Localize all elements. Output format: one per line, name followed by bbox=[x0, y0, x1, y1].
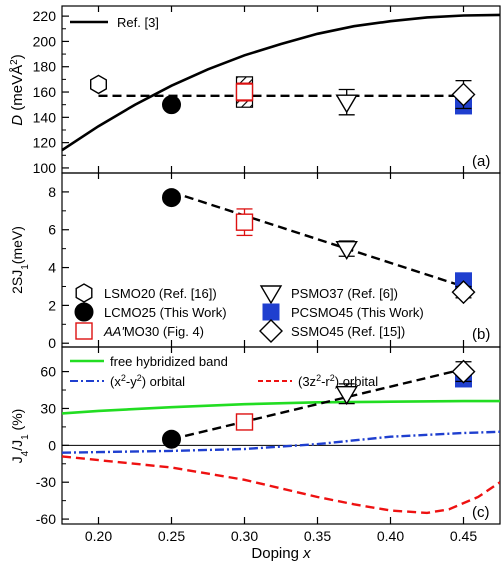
panel-b-frame bbox=[61, 172, 501, 348]
panel-c: -60 -30 0 30 60 J4/J1 (%) (c) free hybridize… bbox=[9, 346, 501, 527]
legend-marker-square-open bbox=[75, 322, 93, 340]
panel-a-point-square-open bbox=[235, 83, 254, 101]
panel-a-ytick-label: 220 bbox=[33, 8, 57, 24]
panel-c-series-line-1 bbox=[62, 430, 500, 454]
legend-label: PCSMO45 (This Work) bbox=[291, 305, 424, 320]
legend-marker-diamond-open bbox=[259, 319, 283, 343]
panel-a-point-triangle-down-open bbox=[335, 94, 358, 114]
panel-a: 100 120 140 160 180 200 220 D (meVÅ2) (a) Ref.… bbox=[9, 5, 501, 176]
legend-entry: AA'MO30 (Fig. 4) bbox=[75, 322, 204, 340]
x-axis: 0.20 0.25 0.30 0.35 0.40 0.45 bbox=[85, 528, 477, 544]
panel-c-ytick-label: 60 bbox=[40, 364, 56, 380]
legend-entry: PSMO37 (Ref. [6]) bbox=[259, 285, 398, 305]
panel-b-ytick-label: 6 bbox=[48, 222, 56, 238]
x-tick-label: 0.45 bbox=[450, 528, 477, 544]
legend-label: SSMO45 (Ref. [15]) bbox=[291, 324, 405, 339]
legend-label: PSMO37 (Ref. [6]) bbox=[291, 286, 398, 301]
panel-c-series-line-0 bbox=[62, 399, 500, 415]
panel-a-point-diamond-open bbox=[451, 82, 476, 107]
panel-b-series-line-0 bbox=[171, 190, 464, 288]
panel-a-ytick-label: 100 bbox=[33, 160, 57, 176]
legend-marker-circle-filled bbox=[74, 302, 94, 322]
panel-c-point-square-open bbox=[235, 413, 254, 431]
legend-entry: PCSMO45 (This Work) bbox=[262, 303, 424, 321]
panel-a-frame bbox=[61, 5, 501, 174]
x-tick-label: 0.35 bbox=[304, 528, 331, 544]
panel-b-ytick-label: 4 bbox=[48, 260, 56, 276]
panel-a-series-line-0 bbox=[62, 13, 500, 152]
legend-ref3-label: Ref. [3] bbox=[117, 15, 159, 30]
panel-c-label: (c) bbox=[472, 504, 490, 521]
panel-b-point-diamond-open bbox=[451, 280, 476, 305]
legend-entry: LCMO25 (This Work) bbox=[74, 302, 227, 322]
panel-c-point-circle-filled bbox=[162, 429, 181, 449]
panel-a-label: (a) bbox=[472, 153, 490, 170]
panel-b-point-triangle-down-open bbox=[335, 240, 358, 261]
legend-entry: LSMO20 (Ref. [16]) bbox=[75, 283, 217, 303]
panel-c-point-diamond-open bbox=[451, 359, 476, 384]
legend-label: AA'MO30 (Fig. 4) bbox=[103, 324, 204, 339]
panel-b-point-circle-filled bbox=[162, 188, 181, 208]
panel-a-ytick-label: 120 bbox=[33, 135, 57, 151]
x-tick-label: 0.30 bbox=[231, 528, 258, 544]
panel-b-ytick-label: 0 bbox=[48, 335, 56, 351]
legend-free-band-label: free hybridized band bbox=[110, 354, 228, 369]
panel-a-point-circle-filled bbox=[162, 95, 181, 115]
panel-c-ytick-label: 0 bbox=[48, 437, 56, 453]
legend-3z2r2-label: (3z2-r2) orbital bbox=[298, 373, 378, 389]
legend-marker-hexagon-open bbox=[75, 283, 93, 303]
panel-a-point-hexagon-open bbox=[89, 74, 108, 95]
x-tick-label: 0.20 bbox=[85, 528, 112, 544]
legend-label: LCMO25 (This Work) bbox=[104, 305, 227, 320]
panel-b-ytick-label: 8 bbox=[48, 184, 56, 200]
x-tick-label: 0.25 bbox=[158, 528, 185, 544]
panel-c-series-line-3 bbox=[171, 367, 464, 441]
panel-b-ytick-label: 2 bbox=[48, 297, 56, 313]
panel-c-ytick-label: 30 bbox=[40, 400, 56, 416]
panel-c-ylabel: J4/J1 (%) bbox=[9, 409, 31, 464]
panel-a-ytick-label: 140 bbox=[33, 109, 57, 125]
panel-a-ytick-label: 180 bbox=[33, 59, 57, 75]
panel-b: 0 2 4 6 8 2SJ1(meV) (b) LSMO20 (Ref. [16]) LC… bbox=[9, 172, 501, 351]
panel-a-ytick-label: 200 bbox=[33, 33, 57, 49]
x-tick-label: 0.40 bbox=[377, 528, 404, 544]
x-axis-label: Doping x bbox=[251, 545, 311, 562]
panel-c-ytick-label: -60 bbox=[36, 511, 56, 527]
legend-entry: SSMO45 (Ref. [15]) bbox=[259, 319, 405, 343]
legend-marker-triangle-down-open bbox=[259, 285, 283, 305]
legend-marker-square-filled bbox=[262, 303, 280, 321]
panel-c-frame bbox=[61, 346, 501, 525]
marker-legend: LSMO20 (Ref. [16]) LCMO25 (This Work) AA'M… bbox=[74, 283, 424, 343]
panel-c-point-triangle-down-open bbox=[335, 386, 358, 406]
panel-c-ytick-label: -30 bbox=[36, 474, 56, 490]
panel-c-series-line-2 bbox=[62, 455, 500, 515]
legend-x2y2-label: (x2-y2) orbital bbox=[110, 373, 185, 389]
panel-a-ytick-label: 160 bbox=[33, 84, 57, 100]
panel-b-label: (b) bbox=[472, 326, 490, 343]
panel-b-point-square-open bbox=[235, 213, 254, 231]
panel-a-ylabel: D (meVÅ2) bbox=[9, 54, 27, 125]
legend-label: LSMO20 (Ref. [16]) bbox=[104, 286, 217, 301]
panel-b-ylabel: 2SJ1(meV) bbox=[9, 226, 31, 294]
